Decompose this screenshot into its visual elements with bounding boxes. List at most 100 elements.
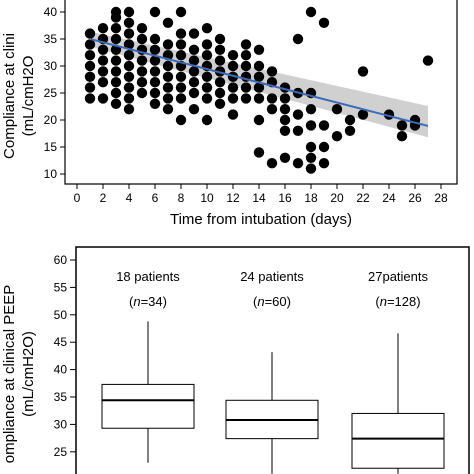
scatter-point [214, 55, 226, 66]
scatter-point [344, 125, 356, 136]
box-group: 27patients (n=128) [351, 269, 445, 474]
y-tick-label: 40 [44, 5, 58, 19]
scatter-point [84, 93, 96, 104]
scatter-point [123, 6, 135, 18]
scatter-point [214, 87, 226, 99]
y-tick-label: 25 [44, 86, 58, 100]
scatter-point [240, 93, 252, 104]
scatter-point [136, 77, 148, 88]
scatter-point [175, 82, 187, 93]
scatter-point [110, 23, 122, 34]
scatter-point [201, 114, 213, 126]
group-label: 27patients [368, 269, 428, 284]
x-tick-label: 24 [382, 191, 396, 205]
scatter-point [123, 50, 135, 61]
scatter-point [279, 125, 291, 136]
scatter-point [292, 33, 304, 45]
scatter-point [84, 50, 96, 61]
scatter-point [253, 93, 265, 104]
x-tick-label: 4 [126, 191, 133, 205]
scatter-point [201, 71, 213, 83]
scatter-point [305, 104, 317, 115]
scatter-point [214, 77, 226, 88]
box-y-tick-label: 45 [54, 335, 68, 349]
scatter-point [110, 66, 122, 77]
scatter-point [175, 71, 187, 83]
scatter-point [149, 87, 161, 99]
box-y-tick-label: 40 [54, 363, 68, 377]
scatter-point [110, 87, 122, 99]
scatter-point [279, 152, 291, 163]
scatter-point [123, 104, 135, 115]
scatter-point [253, 44, 265, 55]
boxplot-y-axis-label-line1: ompliance at clinical PEEP [1, 285, 18, 463]
box-y-tick-label: 55 [54, 280, 68, 294]
scatter-point [201, 82, 213, 93]
scatter-point [188, 66, 200, 77]
scatter-point [149, 6, 161, 18]
scatter-point [162, 104, 174, 115]
scatter-point [266, 158, 278, 169]
x-tick-label: 2 [100, 191, 107, 205]
scatter-point [305, 120, 317, 131]
group-label: 24 patients [240, 269, 304, 284]
boxplot-frame [75, 246, 470, 474]
y-tick-label: 30 [44, 59, 58, 73]
group-n-label: (n=34) [129, 294, 167, 309]
iqr-box [101, 383, 195, 429]
scatter-point [175, 28, 187, 39]
y-tick-label: 15 [44, 140, 58, 154]
x-tick-label: 14 [252, 191, 266, 205]
scatter-point [292, 109, 304, 120]
scatter-point [227, 50, 239, 61]
scatter-point [201, 93, 213, 104]
x-tick-label: 16 [278, 191, 292, 205]
scatter-point [240, 50, 252, 61]
box-y-tick-label: 60 [54, 253, 68, 267]
scatter-point [188, 87, 200, 99]
scatter-y-ticks: 10 15 20 25 30 35 40 [44, 5, 65, 181]
scatter-point [162, 82, 174, 93]
scatter-point [149, 66, 161, 77]
y-tick-label: 35 [44, 32, 58, 46]
scatter-point [84, 71, 96, 83]
scatter-point [97, 44, 109, 55]
scatter-point [175, 114, 187, 126]
group-n-label: (n=128) [375, 294, 420, 309]
scatter-point [84, 60, 96, 72]
scatter-point [292, 158, 304, 169]
boxplot-groups: 18 patients (n=34) 24 patients (n=60) 27pati… [101, 269, 445, 474]
scatter-point [396, 120, 408, 131]
x-tick-label: 10 [200, 191, 214, 205]
scatter-point [97, 93, 109, 104]
scatter-point [201, 39, 213, 50]
scatter-point [227, 109, 239, 120]
scatter-point [123, 39, 135, 50]
scatter-point [110, 55, 122, 66]
scatter-point [175, 6, 187, 18]
scatter-point [344, 114, 356, 126]
scatter-point [266, 66, 278, 77]
scatter-point [240, 82, 252, 93]
scatter-point [227, 93, 239, 104]
regression-fit-line [89, 38, 429, 127]
scatter-point [188, 104, 200, 115]
scatter-point [175, 50, 187, 61]
scatter-point [97, 66, 109, 77]
x-tick-label: 20 [330, 191, 344, 205]
scatter-point [149, 98, 161, 110]
scatter-point [97, 55, 109, 66]
scatter-point [253, 71, 265, 83]
scatter-point [162, 39, 174, 50]
scatter-point [188, 28, 200, 39]
y-tick-label: 10 [44, 167, 58, 181]
x-tick-label: 18 [304, 191, 318, 205]
scatter-point [188, 44, 200, 55]
boxplot-y-ticks: 25 30 35 40 45 50 55 60 [54, 253, 76, 459]
box-y-tick-label: 35 [54, 390, 68, 404]
scatter-point [318, 158, 330, 169]
group-n-label: (n=60) [253, 294, 291, 309]
scatter-point [240, 60, 252, 72]
scatter-point [214, 44, 226, 55]
boxplot-panel: 25 30 35 40 45 50 55 60 18 patients (n=34) 24 pat… [1, 246, 470, 474]
